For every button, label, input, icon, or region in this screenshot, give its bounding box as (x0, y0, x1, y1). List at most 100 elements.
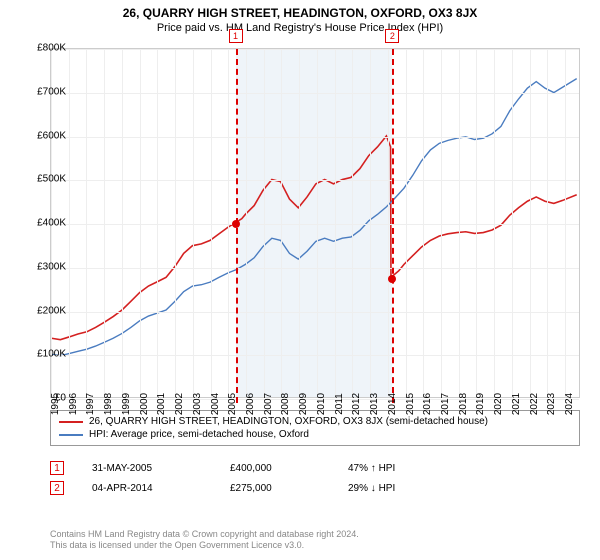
sale-marker-line (392, 49, 394, 403)
x-axis-tick: 2024 (564, 393, 575, 415)
x-axis-tick: 2014 (387, 393, 398, 415)
x-axis-tick: 2012 (351, 393, 362, 415)
y-axis-tick: £100K (20, 349, 66, 360)
x-axis-tick: 2013 (369, 393, 380, 415)
x-axis-tick: 2020 (493, 393, 504, 415)
x-axis-tick: 1995 (50, 393, 61, 415)
sale-marker-label: 1 (229, 29, 243, 43)
x-axis-tick: 1998 (103, 393, 114, 415)
legend-swatch (59, 434, 83, 436)
gridline-v (122, 49, 123, 397)
gridline-v (494, 49, 495, 397)
gridline-v (228, 49, 229, 397)
gridline-v (459, 49, 460, 397)
price-chart: 12 (50, 48, 580, 398)
gridline-v (211, 49, 212, 397)
sale-price: £400,000 (230, 463, 320, 474)
gridline-h (51, 180, 579, 181)
legend-label: 26, QUARRY HIGH STREET, HEADINGTON, OXFO… (89, 416, 488, 427)
footer-line-2: This data is licensed under the Open Gov… (50, 540, 359, 552)
x-axis-tick: 2006 (245, 393, 256, 415)
legend-swatch (59, 421, 83, 423)
legend-box: 26, QUARRY HIGH STREET, HEADINGTON, OXFO… (50, 410, 580, 446)
x-axis-tick: 2003 (192, 393, 203, 415)
gridline-v (299, 49, 300, 397)
y-axis-tick: £500K (20, 174, 66, 185)
chart-subtitle: Price paid vs. HM Land Registry's House … (0, 20, 600, 38)
x-axis-tick: 2004 (210, 393, 221, 415)
gridline-v (193, 49, 194, 397)
gridline-v (157, 49, 158, 397)
y-axis-tick: £600K (20, 130, 66, 141)
y-axis-tick: £400K (20, 218, 66, 229)
x-axis-tick: 2018 (458, 393, 469, 415)
x-axis-tick: 2000 (139, 393, 150, 415)
gridline-v (281, 49, 282, 397)
series-line (52, 136, 577, 340)
x-axis-tick: 2016 (422, 393, 433, 415)
gridline-v (86, 49, 87, 397)
legend-item: HPI: Average price, semi-detached house,… (59, 428, 571, 441)
gridline-h (51, 268, 579, 269)
sale-pct: 29% ↓ HPI (348, 483, 395, 494)
gridline-h (51, 224, 579, 225)
x-axis-tick: 2002 (174, 393, 185, 415)
gridline-h (51, 137, 579, 138)
gridline-h (51, 312, 579, 313)
gridline-v (335, 49, 336, 397)
x-axis-tick: 2008 (280, 393, 291, 415)
x-axis-tick: 2019 (475, 393, 486, 415)
y-axis-tick: £200K (20, 305, 66, 316)
sale-date: 31-MAY-2005 (92, 463, 202, 474)
y-axis-tick: £800K (20, 43, 66, 54)
legend-label: HPI: Average price, semi-detached house,… (89, 429, 309, 440)
gridline-h (51, 93, 579, 94)
x-axis-tick: 2001 (156, 393, 167, 415)
x-axis-tick: 1997 (85, 393, 96, 415)
sale-row-marker: 2 (50, 481, 64, 495)
gridline-v (441, 49, 442, 397)
gridline-v (104, 49, 105, 397)
y-axis-tick: £700K (20, 86, 66, 97)
sale-marker-label: 2 (385, 29, 399, 43)
gridline-v (317, 49, 318, 397)
gridline-v (175, 49, 176, 397)
chart-title: 26, QUARRY HIGH STREET, HEADINGTON, OXFO… (0, 0, 600, 20)
x-axis-tick: 2009 (298, 393, 309, 415)
gridline-v (352, 49, 353, 397)
x-axis-tick: 2005 (227, 393, 238, 415)
x-axis-tick: 2007 (263, 393, 274, 415)
sale-row-marker: 1 (50, 461, 64, 475)
sales-list: 1 31-MAY-2005 £400,000 47% ↑ HPI 2 04-APR-201… (50, 458, 580, 498)
legend-item: 26, QUARRY HIGH STREET, HEADINGTON, OXFO… (59, 415, 571, 428)
y-axis-tick: £300K (20, 261, 66, 272)
x-axis-tick: 2021 (511, 393, 522, 415)
sale-marker-dot (232, 220, 240, 228)
x-axis-tick: 1996 (68, 393, 79, 415)
footer-line-1: Contains HM Land Registry data © Crown c… (50, 529, 359, 541)
sale-marker-dot (388, 275, 396, 283)
gridline-v (530, 49, 531, 397)
gridline-h (51, 49, 579, 50)
footer-attribution: Contains HM Land Registry data © Crown c… (50, 529, 359, 552)
gridline-v (370, 49, 371, 397)
gridline-v (406, 49, 407, 397)
x-axis-tick: 2022 (529, 393, 540, 415)
x-axis-tick: 2023 (546, 393, 557, 415)
sale-row: 2 04-APR-2014 £275,000 29% ↓ HPI (50, 478, 580, 498)
x-axis-tick: 2011 (334, 393, 345, 415)
gridline-h (51, 355, 579, 356)
sale-date: 04-APR-2014 (92, 483, 202, 494)
chart-svg (51, 49, 579, 397)
gridline-v (423, 49, 424, 397)
x-axis-tick: 2010 (316, 393, 327, 415)
gridline-v (565, 49, 566, 397)
gridline-v (512, 49, 513, 397)
x-axis-tick: 1999 (121, 393, 132, 415)
sale-price: £275,000 (230, 483, 320, 494)
sale-pct: 47% ↑ HPI (348, 463, 395, 474)
gridline-v (69, 49, 70, 397)
gridline-v (140, 49, 141, 397)
gridline-v (388, 49, 389, 397)
gridline-v (476, 49, 477, 397)
